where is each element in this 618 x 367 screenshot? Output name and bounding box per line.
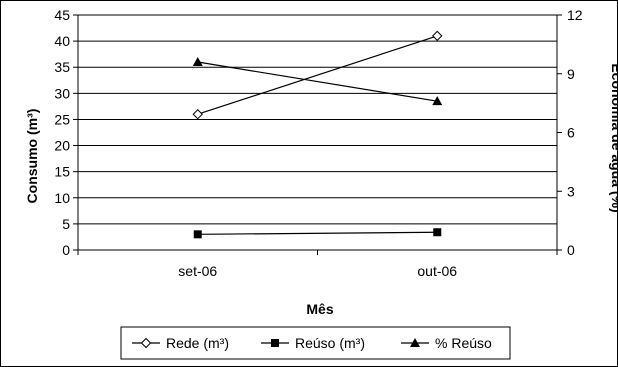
y2-axis-title: Economia de água (%) <box>609 63 618 212</box>
legend-box <box>120 326 511 360</box>
data-point <box>432 30 443 42</box>
data-point <box>433 228 442 237</box>
series-line <box>197 61 438 102</box>
y2-tick-label: 0 <box>567 242 575 258</box>
y2-tick-label: 3 <box>567 183 575 199</box>
legend-marker <box>140 337 152 349</box>
legend-items: Rede (m³) Reúso (m³) % Reúso <box>132 335 492 351</box>
data-point <box>192 109 203 120</box>
y-tick-label: 35 <box>54 59 70 75</box>
x-axis-title: Mês <box>306 301 333 317</box>
y2-tick-label: 6 <box>567 125 575 141</box>
y-tick-label: 40 <box>54 33 70 49</box>
y-tick-label: 15 <box>54 164 70 180</box>
legend-marker <box>271 339 279 347</box>
legend-label: Rede (m³) <box>166 335 229 351</box>
y-tick-label: 5 <box>62 216 70 232</box>
legend-marker <box>410 338 420 347</box>
y2-tick-label: 12 <box>567 7 583 23</box>
legend-label: % Reúso <box>435 335 492 351</box>
series-line <box>197 231 438 235</box>
y-tick-label: 20 <box>54 138 70 154</box>
y-tick-label: 25 <box>54 111 70 127</box>
x-tick-label: out-06 <box>417 263 457 279</box>
y-tick-label: 10 <box>54 190 70 206</box>
grid-layer <box>78 14 557 225</box>
axis-layer: 0 5 10 15 20 25 30 35 40 45 0 3 6 9 12 set-06 out-06 <box>54 7 582 279</box>
y2-tick-label: 9 <box>567 66 575 82</box>
series-layer <box>192 30 443 239</box>
y-tick-label: 30 <box>54 85 70 101</box>
legend: Rede (m³) Reúso (m³) % Reúso <box>120 326 511 360</box>
data-point <box>192 57 203 66</box>
data-point <box>193 230 202 239</box>
x-tick-label: set-06 <box>178 263 217 279</box>
y-tick-label: 45 <box>54 7 70 23</box>
series-line <box>197 35 438 115</box>
legend-label: Reúso (m³) <box>295 335 365 351</box>
y-tick-label: 0 <box>62 242 70 258</box>
y-axis-title: Consumo (m³) <box>24 109 40 204</box>
data-point <box>432 96 443 106</box>
